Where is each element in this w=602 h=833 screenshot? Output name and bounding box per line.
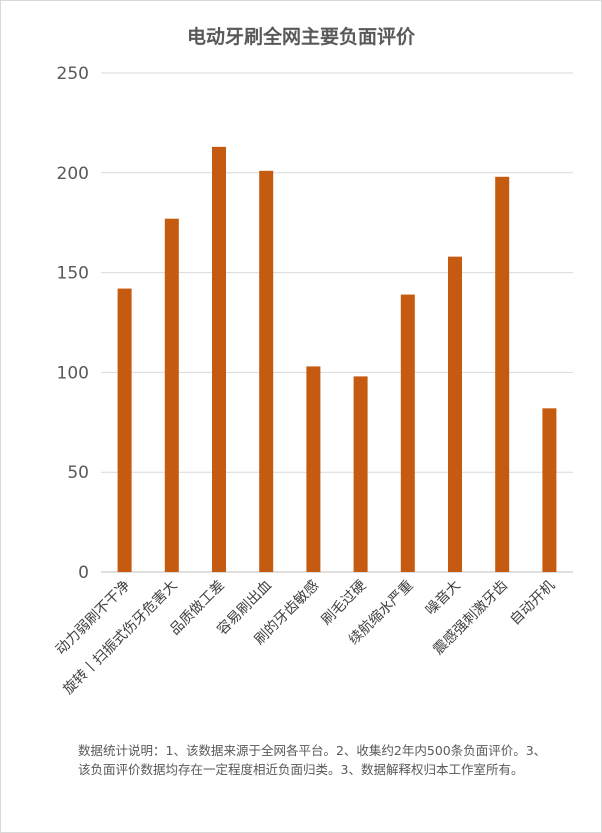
x-tick-label: 自动开机 (507, 578, 558, 629)
bar (495, 176, 510, 573)
y-tick-label: 0 (78, 563, 89, 583)
y-tick-label: 200 (57, 164, 89, 184)
bar (448, 256, 462, 572)
bar (164, 218, 179, 572)
bar (353, 376, 368, 572)
y-tick-label: 150 (57, 264, 89, 284)
x-tick-label: 噪音大 (422, 577, 464, 619)
y-tick-label: 50 (67, 463, 89, 483)
chart-title: 电动牙刷全网主要负面评价 (186, 26, 415, 48)
y-tick-label: 250 (57, 64, 89, 84)
bar (212, 146, 226, 573)
bar (306, 366, 321, 572)
bar (400, 294, 415, 572)
footnote: 数据统计说明：1、该数据来源于全网各平台。2、收集约2年内500条负面评价。3、… (78, 743, 547, 777)
bar (117, 288, 132, 572)
bar (259, 170, 274, 572)
bar (542, 408, 557, 572)
y-tick-label: 100 (57, 363, 89, 383)
